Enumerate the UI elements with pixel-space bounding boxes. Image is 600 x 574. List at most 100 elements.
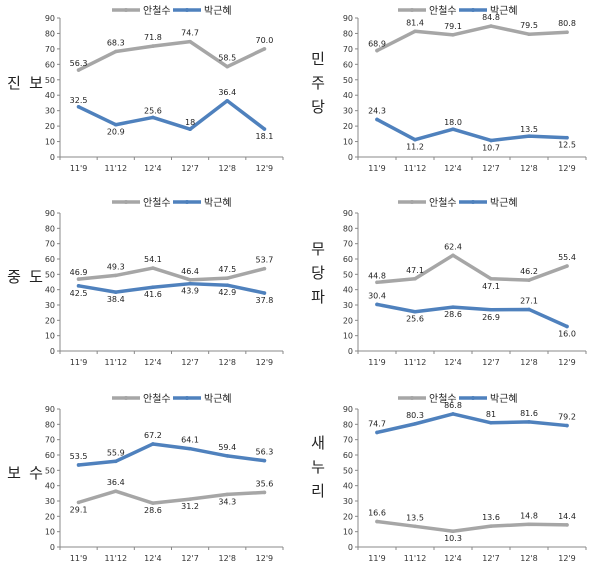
- data-point: [262, 291, 267, 295]
- series-line-ahn: [76, 266, 267, 282]
- y-tick-label: 60: [45, 255, 55, 264]
- data-point: [527, 307, 531, 312]
- legend-label-ahn: 안철수: [429, 197, 457, 209]
- data-point: [113, 49, 118, 54]
- data-point: [451, 529, 455, 534]
- x-tick-label: 11'12: [104, 164, 127, 173]
- data-label: 79.2: [558, 413, 576, 422]
- data-point: [413, 29, 417, 34]
- data-point: [451, 127, 455, 131]
- x-tick-label: 12'9: [256, 554, 273, 563]
- y-tick-label: 60: [343, 255, 353, 264]
- data-point: [188, 39, 192, 44]
- data-label: 10.3: [444, 534, 462, 543]
- data-label: 44.8: [368, 271, 386, 280]
- data-label: 53.5: [70, 452, 88, 461]
- x-tick-label: 12'8: [520, 358, 537, 367]
- data-point: [262, 127, 267, 131]
- y-tick-label: 40: [45, 91, 55, 100]
- data-point: [262, 458, 267, 463]
- data-label: 56.3: [70, 59, 88, 68]
- x-tick-label: 11'12: [104, 358, 127, 367]
- data-point: [188, 278, 192, 282]
- data-label: 46.4: [181, 267, 199, 276]
- data-label: 53.7: [256, 256, 274, 265]
- series-line-ahn: [375, 519, 569, 533]
- panel-label: 보: [29, 74, 43, 92]
- series-line-park: [76, 442, 267, 467]
- x-tick-label: 12'4: [144, 164, 161, 173]
- data-label: 18.1: [256, 132, 274, 141]
- x-tick-label: 12'4: [444, 554, 461, 563]
- data-point: [225, 454, 230, 458]
- data-point: [489, 276, 493, 281]
- data-label: 43.9: [181, 287, 199, 296]
- legend-label-park: 박근혜: [490, 197, 518, 209]
- data-label: 81.6: [520, 409, 538, 418]
- data-point: [262, 47, 267, 51]
- data-label: 58.5: [218, 54, 236, 63]
- x-tick-label: 12'7: [482, 554, 499, 563]
- series-line-ahn: [375, 24, 569, 53]
- data-point: [527, 32, 531, 37]
- legend-marker-ahn: [410, 8, 414, 12]
- x-tick-label: 12'9: [558, 358, 575, 367]
- y-tick-label: 40: [45, 482, 55, 491]
- data-label: 55.4: [558, 253, 576, 262]
- y-tick-label: 0: [348, 347, 353, 356]
- data-point: [188, 446, 192, 451]
- series-line-park: [375, 412, 569, 435]
- y-tick-label: 10: [45, 138, 55, 147]
- x-tick-label: 12'4: [144, 554, 161, 563]
- legend-marker-ahn: [124, 396, 128, 400]
- data-point: [527, 420, 531, 424]
- series-line-park: [76, 281, 267, 295]
- y-tick-label: 70: [45, 45, 55, 54]
- data-point: [225, 276, 230, 280]
- data-point: [76, 277, 81, 281]
- x-tick-label: 12'9: [558, 554, 575, 563]
- data-label: 26.9: [482, 313, 500, 322]
- data-label: 24.3: [368, 106, 386, 115]
- data-point: [262, 490, 267, 495]
- data-label: 16.0: [558, 329, 576, 338]
- y-tick-label: 80: [45, 224, 55, 233]
- x-tick-label: 11'12: [404, 358, 427, 367]
- data-point: [76, 105, 81, 109]
- x-tick-label: 12'4: [144, 358, 161, 367]
- panel-label: 민: [311, 50, 325, 68]
- y-tick-label: 70: [343, 240, 353, 249]
- data-label: 13.5: [406, 513, 424, 522]
- legend-label-ahn: 안철수: [429, 5, 457, 17]
- data-point: [225, 98, 230, 103]
- data-label: 64.1: [181, 436, 199, 445]
- data-point: [527, 278, 531, 282]
- data-label: 46.2: [520, 267, 538, 276]
- data-label: 74.7: [181, 29, 199, 38]
- data-label: 29.1: [70, 505, 88, 514]
- legend-label-park: 박근혜: [490, 5, 518, 17]
- data-label: 10.7: [482, 143, 500, 152]
- data-point: [565, 423, 569, 428]
- y-tick-label: 10: [45, 332, 55, 341]
- data-point: [113, 122, 118, 127]
- data-label: 13.5: [520, 125, 538, 134]
- panel-label: 주: [311, 74, 325, 92]
- y-tick-label: 90: [343, 14, 353, 23]
- y-tick-label: 50: [343, 270, 353, 279]
- data-label: 35.6: [256, 479, 274, 488]
- data-label: 74.7: [368, 419, 386, 428]
- data-point: [489, 524, 493, 528]
- data-point: [565, 523, 569, 527]
- legend-label-park: 박근혜: [204, 5, 232, 17]
- data-label: 47.1: [482, 282, 500, 291]
- y-tick-label: 80: [343, 29, 353, 38]
- panel-label: 수: [29, 464, 43, 482]
- data-label: 18.0: [444, 118, 462, 127]
- y-tick-label: 90: [343, 209, 353, 218]
- y-tick-label: 50: [45, 466, 55, 475]
- data-point: [527, 134, 531, 138]
- data-point: [565, 264, 569, 268]
- legend-label-park: 박근혜: [204, 197, 232, 209]
- data-label: 68.3: [107, 39, 125, 48]
